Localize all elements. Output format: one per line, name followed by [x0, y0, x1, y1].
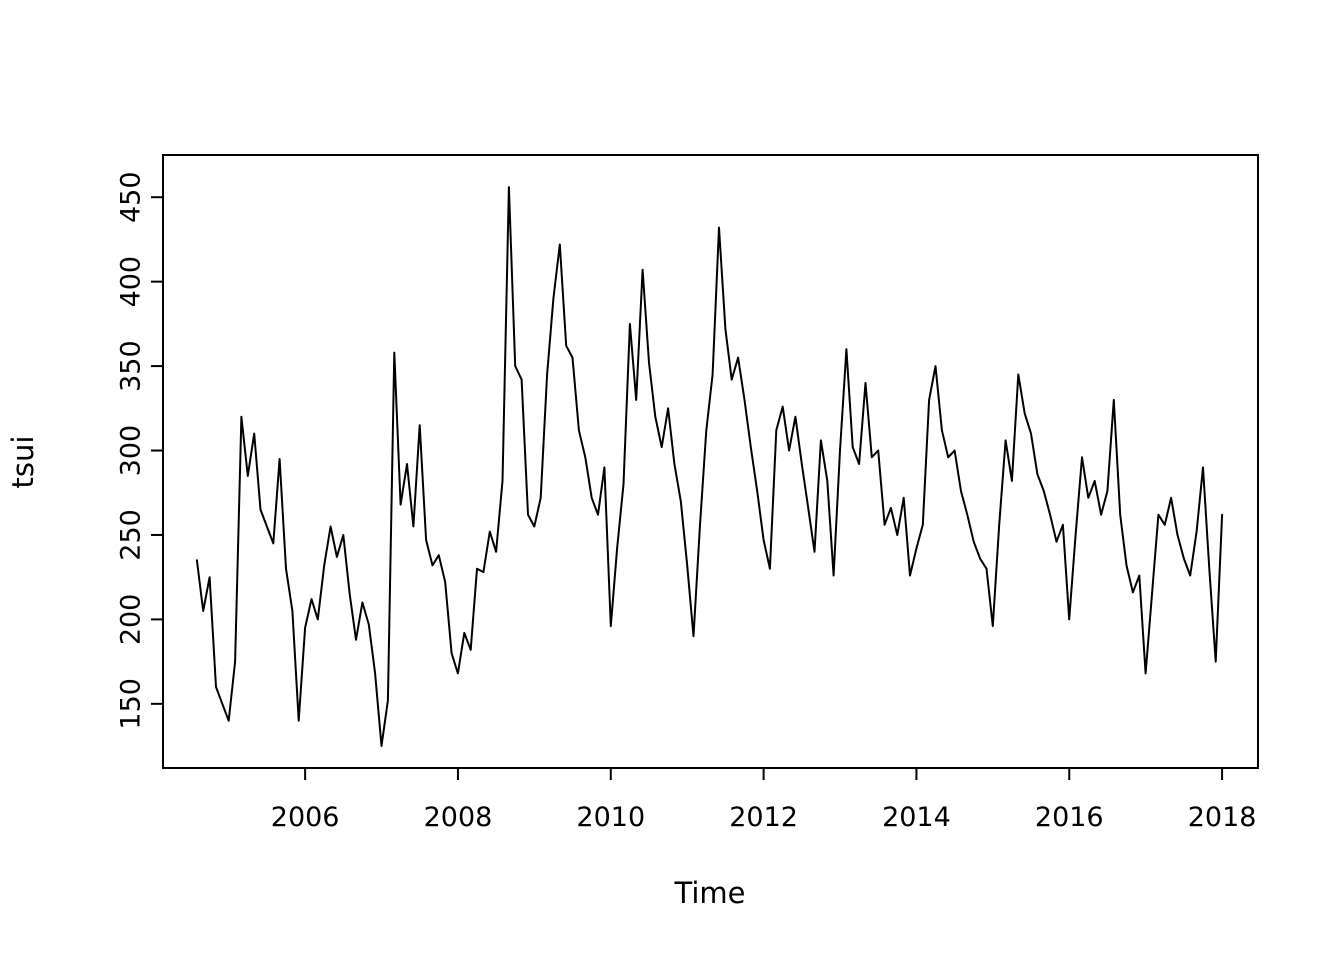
y-tick-label: 250	[116, 509, 147, 561]
x-tick-label: 2014	[882, 802, 951, 833]
x-tick-label: 2012	[729, 802, 798, 833]
x-tick-label: 2016	[1035, 802, 1104, 833]
x-tick-label: 2006	[271, 802, 340, 833]
x-tick-label: 2018	[1188, 802, 1257, 833]
y-tick-label: 200	[116, 594, 147, 646]
y-tick-label: 450	[116, 171, 147, 223]
y-tick-label: 350	[116, 340, 147, 392]
x-tick-label: 2008	[424, 802, 493, 833]
y-axis-title: tsui	[6, 436, 40, 489]
plot-dynamic-layer: 2006 2008 2010 2012 2014 2016 2018 150 200 250 300…	[116, 154, 1259, 833]
y-tick-label: 300	[116, 425, 147, 477]
x-tick-label: 2010	[576, 802, 645, 833]
plot-border	[162, 154, 1259, 769]
y-tick-label: 150	[116, 678, 147, 730]
y-tick-label: 400	[116, 256, 147, 308]
series-line	[195, 186, 1224, 747]
x-axis-title: Time	[674, 876, 746, 910]
